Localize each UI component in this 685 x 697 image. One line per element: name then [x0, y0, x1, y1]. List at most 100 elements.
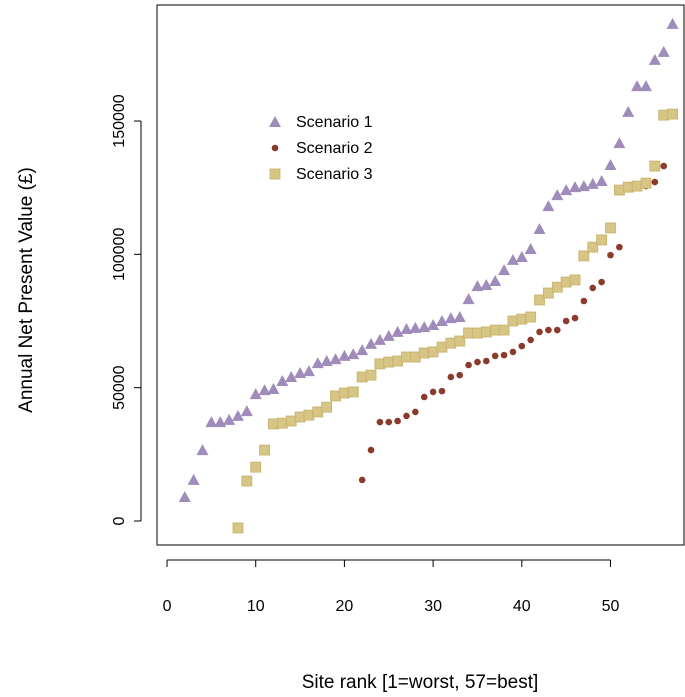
- point: [321, 401, 333, 413]
- point: [543, 287, 554, 299]
- point: [438, 387, 446, 395]
- point: [562, 317, 570, 325]
- point: [462, 293, 475, 305]
- point: [178, 491, 191, 502]
- point: [480, 279, 493, 290]
- point: [214, 416, 227, 428]
- point: [666, 17, 679, 29]
- point: [667, 108, 678, 120]
- x-tick-label: 10: [247, 598, 265, 615]
- point: [232, 522, 244, 534]
- point: [498, 264, 511, 276]
- y-tick-label: 50000: [111, 365, 128, 410]
- point: [506, 253, 519, 265]
- point: [465, 361, 472, 369]
- point: [429, 388, 437, 396]
- point: [400, 323, 413, 334]
- point: [483, 357, 490, 365]
- point: [622, 105, 635, 117]
- point: [420, 393, 428, 401]
- x-axis-label: Site rank [1=worst, 57=best]: [302, 672, 539, 693]
- point: [412, 408, 419, 416]
- point: [577, 180, 590, 192]
- point: [533, 223, 546, 234]
- point: [527, 336, 534, 344]
- point: [616, 243, 623, 251]
- y-tick-label: 100000: [111, 228, 128, 281]
- point: [276, 375, 289, 386]
- y-tick-label: 0: [111, 516, 128, 525]
- point: [500, 351, 508, 359]
- point: [391, 325, 404, 337]
- legend-marker: [269, 116, 281, 127]
- point: [347, 348, 360, 360]
- point: [249, 388, 262, 400]
- point: [607, 251, 614, 259]
- point: [444, 312, 457, 324]
- point: [560, 184, 573, 196]
- point: [453, 311, 466, 322]
- point: [259, 444, 270, 456]
- point: [418, 321, 431, 333]
- point: [294, 367, 307, 378]
- point: [649, 160, 661, 172]
- point: [456, 371, 464, 379]
- point: [551, 189, 564, 201]
- point: [365, 369, 377, 381]
- point: [347, 386, 359, 398]
- point: [553, 326, 561, 334]
- point: [518, 342, 526, 350]
- point: [427, 319, 440, 330]
- point: [320, 355, 333, 366]
- x-tick-label: 40: [513, 598, 531, 615]
- point: [231, 409, 244, 421]
- legend-label: Scenario 3: [296, 166, 373, 183]
- point: [498, 324, 510, 336]
- point: [604, 159, 617, 170]
- point: [536, 328, 543, 336]
- point: [367, 446, 375, 454]
- point: [365, 337, 378, 349]
- point: [613, 137, 626, 149]
- point: [491, 352, 499, 360]
- point: [509, 348, 517, 356]
- point: [542, 200, 555, 212]
- point: [329, 353, 342, 365]
- x-tick-label: 30: [424, 598, 442, 615]
- point: [578, 250, 590, 262]
- point: [595, 175, 608, 186]
- point: [569, 181, 582, 193]
- point: [648, 53, 661, 65]
- point: [338, 349, 351, 361]
- point: [373, 333, 386, 345]
- point: [302, 365, 315, 377]
- legend-marker: [271, 144, 279, 152]
- point: [587, 241, 599, 253]
- x-tick-label: 20: [336, 598, 354, 615]
- point: [589, 284, 597, 292]
- point: [358, 476, 366, 484]
- x-tick-label: 0: [163, 598, 172, 615]
- point: [640, 177, 652, 189]
- point: [454, 335, 466, 347]
- point: [651, 178, 659, 186]
- point: [382, 329, 395, 341]
- legend-marker: [269, 168, 281, 180]
- point: [515, 251, 528, 262]
- point: [356, 344, 369, 356]
- point: [525, 311, 537, 323]
- plot-box: [156, 4, 685, 546]
- y-axis-label: Annual Net Present Value (£): [16, 167, 37, 413]
- point: [474, 358, 481, 366]
- point: [205, 416, 218, 428]
- point: [631, 80, 644, 92]
- point: [660, 162, 668, 170]
- point: [435, 315, 448, 326]
- point: [187, 473, 200, 485]
- point: [598, 278, 605, 286]
- legend-label: Scenario 1: [296, 114, 373, 131]
- point: [240, 405, 253, 417]
- point: [385, 418, 393, 426]
- point: [586, 177, 599, 189]
- point: [285, 371, 298, 382]
